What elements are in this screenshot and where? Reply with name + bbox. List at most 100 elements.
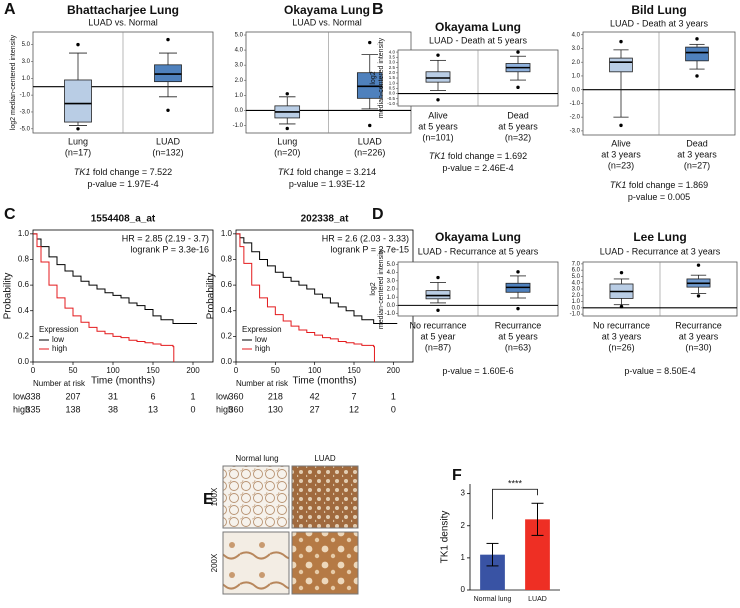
panel-label: E [203, 491, 214, 508]
risk-count: 12 [349, 404, 359, 414]
survival-curve [33, 233, 197, 325]
category-label: LUAD [358, 136, 383, 146]
chart-title: Okayama Lung [435, 20, 521, 34]
y-tick-label: 4.0 [387, 270, 396, 276]
gene-name: TK1 [429, 151, 446, 161]
footnote-text: fold change = 1.869 [626, 180, 708, 190]
y-tick-label: 4.0 [389, 49, 396, 54]
y-tick-label: 1.0 [235, 93, 244, 99]
category-detail: (n=20) [274, 147, 300, 157]
risk-row-label: high [216, 404, 233, 414]
category-label: Dead [686, 138, 708, 148]
box [425, 290, 451, 300]
footnote: p-value = 1.60E-6 [442, 366, 513, 376]
risk-row-label: low [13, 391, 27, 401]
x-tick-label: LUAD [528, 596, 547, 603]
footnote-text: fold change = 3.214 [294, 167, 376, 177]
outlier [285, 92, 289, 96]
chart-title: 202338_at [301, 214, 349, 225]
chart-title: Lee Lung [633, 230, 686, 244]
outlier [436, 98, 440, 102]
x-tick-label: 100 [308, 366, 322, 375]
panel-label: F [452, 467, 462, 484]
y-tick-label: 3.0 [22, 59, 31, 65]
legend-title: Expression [242, 325, 282, 334]
outlier [436, 308, 440, 312]
annotation: HR = 2.6 (2.03 - 3.33) [322, 233, 409, 243]
category-detail: at 5 year [420, 331, 455, 341]
y-tick-label: 0.0 [389, 91, 396, 96]
category-detail: (n=132) [152, 147, 183, 157]
y-tick-label: 5.0 [572, 274, 581, 280]
outlier [619, 123, 623, 128]
y-tick-label: 0 [461, 585, 466, 594]
y-tick-label: 2.0 [235, 78, 244, 84]
outlier [436, 53, 440, 57]
box [64, 79, 92, 123]
y-tick-label: -1.0 [387, 101, 395, 106]
survival-curve [236, 233, 398, 325]
y-tick-label: 1.0 [389, 80, 396, 85]
y-tick-label: 1.0 [387, 295, 396, 301]
outlier [436, 275, 440, 280]
x-axis-label: Time (months) [292, 376, 356, 387]
category-detail: (n=32) [505, 132, 531, 142]
footnote-text: p-value = 1.93E-12 [289, 179, 365, 189]
x-tick-label: 0 [234, 366, 239, 375]
risk-count: 0 [391, 404, 396, 414]
gene-name: TK1 [610, 180, 627, 190]
ihc-images [222, 465, 359, 595]
y-tick-label: -5.0 [20, 126, 31, 132]
risk-title: Number at risk [236, 379, 289, 388]
x-tick-label: 50 [271, 366, 280, 375]
y-tick-label: 6.0 [572, 268, 581, 274]
outlier [166, 108, 170, 112]
chart-subtitle: LUAD - Death at 3 years [610, 18, 709, 28]
survival-curve [33, 233, 175, 362]
panel-label: A [4, 1, 16, 18]
y-tick-label: 3.5 [389, 54, 396, 59]
category-detail: (n=226) [354, 147, 385, 157]
y-tick-label: 7.0 [572, 261, 581, 267]
y-tick-label: 0.4 [221, 306, 233, 315]
box [609, 57, 633, 73]
chart-subtitle: LUAD - Recurrance at 3 years [600, 246, 721, 256]
outlier [695, 74, 699, 78]
footnote-text: p-value = 1.60E-6 [442, 366, 513, 376]
category-detail: (n=30) [685, 342, 711, 352]
significance-label: **** [508, 479, 523, 489]
y-tick-label: 2.0 [572, 293, 581, 299]
footnote: TK1 fold change = 7.522 [74, 167, 172, 177]
y-tick-label: 3.0 [235, 63, 244, 69]
footnote-text: fold change = 1.692 [445, 151, 527, 161]
x-tick-label: 150 [347, 366, 361, 375]
y-axis-label: median-centered intensity [378, 37, 385, 118]
y-tick-label: 0.5 [389, 86, 396, 91]
outlier [516, 306, 520, 311]
outlier [516, 50, 520, 54]
outlier [285, 126, 289, 131]
footnote-text: p-value = 1.97E-4 [87, 179, 158, 189]
chart-subtitle: LUAD - Recurrance at 5 years [418, 246, 539, 256]
plot-frame [32, 229, 214, 363]
row-label: 200X [210, 553, 219, 572]
y-tick-label: 2.5 [389, 65, 396, 70]
y-tick-label: 5.0 [235, 33, 244, 39]
outlier [695, 37, 699, 41]
gene-name: TK1 [278, 167, 295, 177]
y-tick-label: 0.8 [18, 255, 30, 264]
category-detail: at 5 years [418, 121, 458, 131]
y-tick-label: 0.8 [221, 255, 233, 264]
y-tick-label: 3.0 [387, 278, 396, 284]
y-tick-label: 0.0 [572, 305, 581, 311]
category-label: Alive [611, 138, 631, 148]
outlier [516, 270, 520, 274]
risk-count: 130 [268, 404, 283, 414]
legend-label: low [255, 335, 267, 344]
y-tick-label: 1 [461, 553, 466, 562]
y-tick-label: 2.0 [572, 60, 581, 66]
footnote: p-value = 2.46E-4 [442, 163, 513, 173]
outlier [76, 127, 80, 131]
risk-count: 1 [391, 391, 396, 401]
y-tick-label: 1.0 [572, 299, 581, 305]
